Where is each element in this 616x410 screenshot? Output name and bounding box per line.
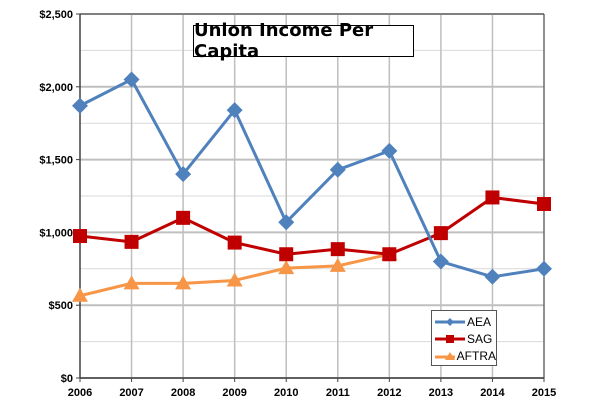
- x-tick-label: 2009: [222, 387, 246, 399]
- square-marker-icon: [330, 242, 345, 257]
- triangle-marker-icon: [329, 257, 346, 272]
- triangle-marker-icon: [72, 287, 88, 302]
- diamond-marker-icon: [329, 161, 346, 178]
- triangle-marker-icon: [435, 351, 455, 360]
- square-marker-icon: [537, 197, 551, 212]
- series-lines: [72, 71, 552, 302]
- legend: AEA SAG AFTRA: [431, 310, 497, 366]
- y-tick-label: $2,000: [39, 82, 73, 94]
- square-marker-icon: [279, 247, 294, 262]
- legend-item-sag: SAG: [435, 330, 496, 347]
- square-marker-icon: [382, 247, 397, 262]
- series-line-sag: [79, 195, 545, 256]
- axes: $0 $500 $1,000 $1,500 $2,000 $2,500 2006 2007 20…: [39, 9, 556, 399]
- diamond-marker-icon: [175, 166, 192, 183]
- legend-item-aea: AEA: [435, 313, 496, 330]
- square-marker-icon: [176, 210, 191, 225]
- y-tick-label: $1,500: [39, 155, 73, 167]
- x-tick-label: 2006: [68, 387, 92, 399]
- triangle-marker-icon: [226, 272, 243, 287]
- diamond-marker-icon: [435, 317, 465, 326]
- x-tick-label: 2011: [326, 387, 350, 399]
- y-tick-label: $1,000: [39, 227, 73, 239]
- diamond-marker-icon: [536, 260, 552, 277]
- legend-label: AEA: [467, 314, 492, 329]
- x-tick-label: 2008: [171, 387, 195, 399]
- x-tick-label: 2013: [429, 387, 453, 399]
- x-tick-label: 2007: [119, 387, 143, 399]
- legend-label: SAG: [467, 331, 493, 346]
- diamond-marker-icon: [484, 268, 501, 285]
- chart-title: Union Income Per Capita: [193, 20, 414, 62]
- square-marker-icon: [485, 190, 500, 205]
- triangle-marker-icon: [175, 275, 192, 290]
- diamond-marker-icon: [226, 102, 243, 119]
- x-tick-label: 2010: [274, 387, 298, 399]
- x-tick-label: 2015: [532, 387, 556, 399]
- square-marker-icon: [435, 334, 465, 343]
- y-tick-label: $2,500: [39, 9, 73, 21]
- legend-label: AFTRA: [456, 348, 496, 363]
- square-marker-icon: [433, 226, 448, 241]
- triangle-marker-icon: [278, 260, 295, 275]
- legend-item-aftra: AFTRA: [435, 347, 496, 364]
- diamond-marker-icon: [432, 253, 449, 270]
- triangle-marker-icon: [123, 275, 140, 290]
- y-tick-label: $500: [49, 300, 73, 312]
- square-marker-icon: [73, 229, 87, 244]
- diamond-marker-icon: [72, 97, 88, 114]
- x-tick-label: 2014: [480, 387, 505, 399]
- diamond-marker-icon: [381, 142, 398, 159]
- y-tick-label: $0: [61, 373, 73, 385]
- x-tick-label: 2012: [377, 387, 401, 399]
- diamond-marker-icon: [123, 71, 140, 88]
- series-line-aea: [79, 78, 545, 279]
- square-marker-icon: [227, 235, 242, 250]
- diamond-marker-icon: [278, 214, 295, 231]
- square-marker-icon: [124, 234, 139, 249]
